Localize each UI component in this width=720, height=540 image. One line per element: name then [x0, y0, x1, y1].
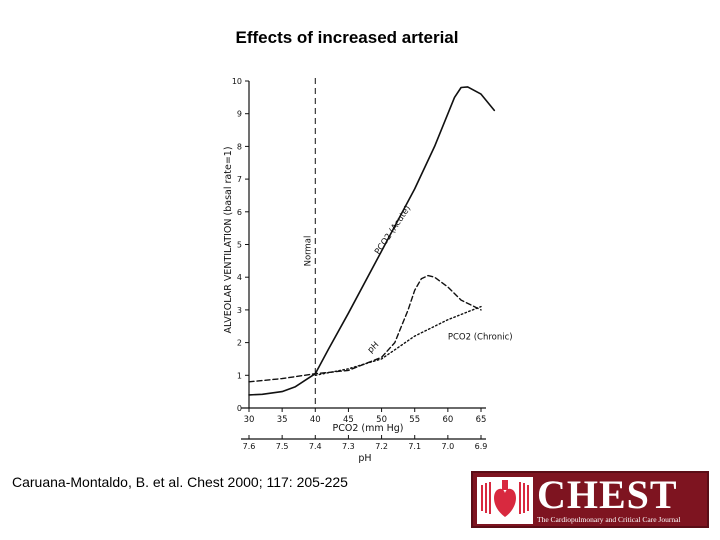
x-tick-label: 65 — [476, 415, 487, 425]
citation: Caruana-Montaldo, B. et al. Chest 2000; … — [12, 474, 348, 490]
x-tick-label: 60 — [442, 415, 453, 425]
x-axis-ph: 7.6 7.5 7.4 7.3 7.2 7.1 7.0 6.9 — [241, 435, 487, 451]
x-axis-pco2: 30 35 40 45 50 55 60 65 — [241, 407, 487, 425]
y-tick-label: 4 — [237, 273, 242, 282]
series-group — [248, 86, 496, 396]
ph-tick-label: 7.0 — [441, 442, 454, 451]
ph-tick-label: 7.4 — [309, 442, 322, 451]
series-line-2 — [314, 305, 482, 376]
x-tick-label: 50 — [376, 415, 387, 425]
ph-axis-label: pH — [358, 453, 371, 464]
y-axis-label: ALVEOLAR VENTILATION (basal rate=1) — [223, 146, 234, 333]
x-tick-label: 30 — [244, 415, 255, 425]
x-tick-label: 55 — [409, 415, 420, 425]
ph-tick-label: 7.2 — [375, 442, 388, 451]
annotation-group: PCO2 (Acute) PCO2 (Chronic) pH — [366, 204, 513, 355]
x-tick-label: 45 — [343, 415, 354, 425]
x-tick-label: 35 — [277, 415, 288, 425]
normal-line-label: Normal — [303, 236, 313, 267]
slide-title: Effects of increased arterial — [235, 28, 459, 47]
ph-tick-label: 7.3 — [342, 442, 355, 451]
y-tick-label: 5 — [237, 241, 242, 250]
annotation-label: pH — [366, 340, 381, 355]
series-line-0 — [248, 86, 496, 396]
x-axis-label: PCO2 (mm Hg) — [332, 423, 403, 434]
y-tick-label: 7 — [237, 175, 242, 184]
y-tick-label: 2 — [237, 339, 242, 348]
ph-tick-label: 6.9 — [475, 442, 488, 451]
y-tick-label: 8 — [237, 142, 242, 151]
x-tick-label: 40 — [310, 415, 321, 425]
y-axis: 0 1 2 3 4 5 6 7 8 9 10 — [232, 77, 250, 413]
ph-tick-label: 7.5 — [276, 442, 289, 451]
heart-lungs-icon — [477, 477, 533, 524]
logo-tagline: The Cardiopulmonary and Critical Care Jo… — [537, 515, 681, 524]
chest-logo: CHEST The Cardiopulmonary and Critical C… — [471, 471, 709, 528]
series-line-1 — [248, 274, 482, 383]
y-tick-label: 10 — [232, 77, 242, 86]
annotation-label: PCO2 (Acute) — [373, 204, 413, 257]
ph-tick-label: 7.6 — [243, 442, 256, 451]
y-tick-label: 6 — [237, 208, 242, 217]
y-tick-label: 1 — [237, 371, 242, 380]
y-tick-label: 0 — [237, 404, 242, 413]
logo-wordmark: CHEST — [537, 472, 678, 517]
y-tick-label: 9 — [237, 110, 242, 119]
ph-tick-label: 7.1 — [408, 442, 421, 451]
normal-line: Normal — [303, 78, 316, 408]
y-tick-label: 3 — [237, 306, 242, 315]
annotation-label: PCO2 (Chronic) — [448, 332, 513, 342]
